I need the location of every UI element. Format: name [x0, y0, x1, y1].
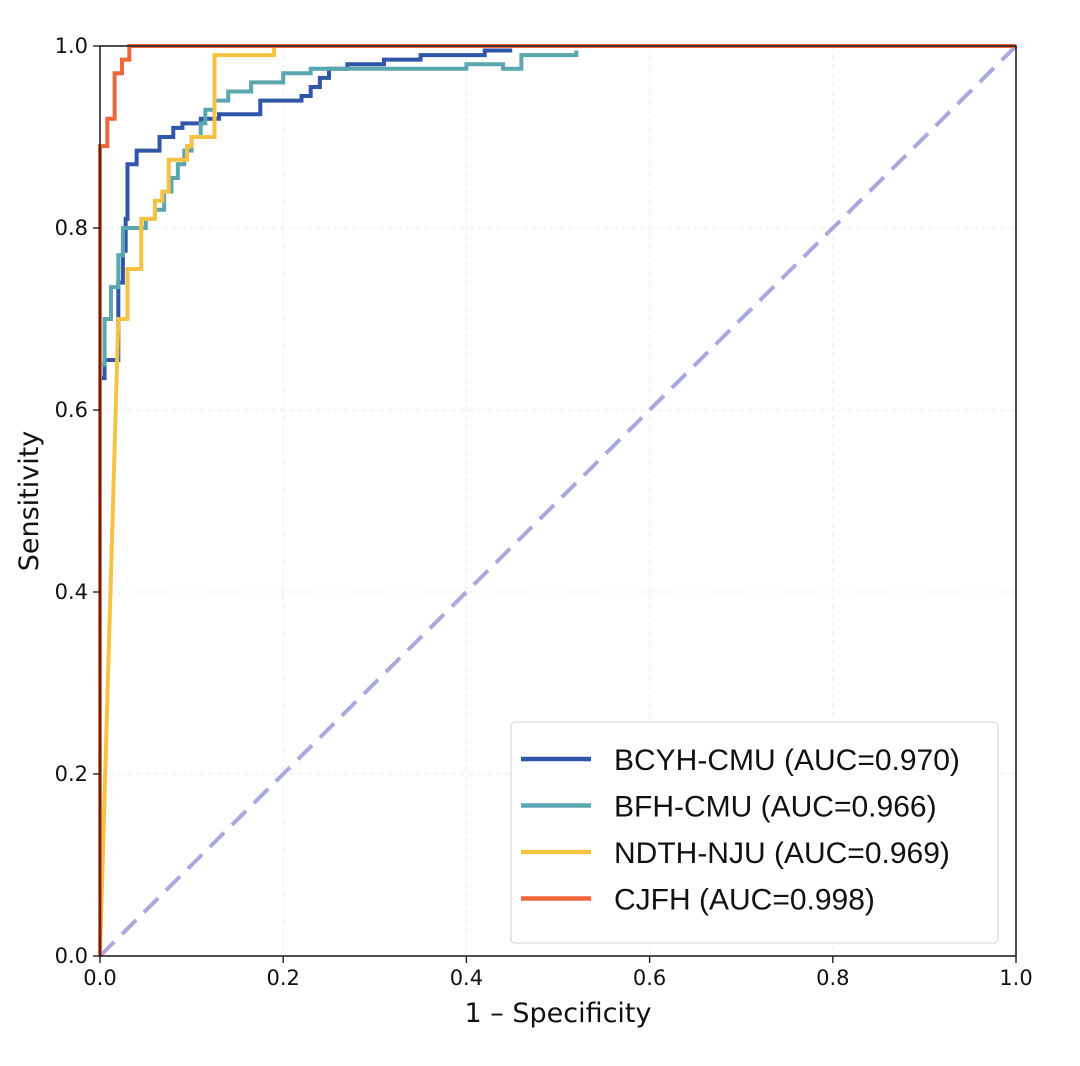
- y-tick-label-5: 1.0: [55, 34, 88, 58]
- plot-frame: [99, 45, 1017, 957]
- y-axis-label: Sensitivity: [14, 431, 45, 572]
- y-tick-label-1: 0.2: [55, 762, 88, 786]
- y-tick-label-3: 0.6: [55, 398, 88, 422]
- x-axis-label: 1 – Specificity: [465, 998, 652, 1029]
- legend-label-bfh-cmu: BFH-CMU (AUC=0.966): [614, 791, 937, 824]
- axis-ticks: 0.0 0.2 0.4 0.6 0.8 1.0 0.0 0.2 0.4 0.6 0.8 1.0: [55, 34, 1033, 990]
- y-tick-label-0: 0.0: [55, 944, 88, 968]
- legend: BCYH-CMU (AUC=0.970) BFH-CMU (AUC=0.966) N…: [510, 721, 999, 944]
- legend-label-bcyh-cmu: BCYH-CMU (AUC=0.970): [614, 744, 960, 777]
- x-tick-label-4: 0.8: [816, 966, 849, 990]
- series-layer: [98, 44, 1016, 957]
- legend-box: [510, 721, 999, 944]
- y-tick-label-4: 0.8: [55, 216, 88, 240]
- legend-label-cjfh: CJFH (AUC=0.998): [614, 884, 875, 917]
- x-tick-label-1: 0.2: [266, 966, 299, 990]
- x-tick-label-0: 0.0: [83, 966, 116, 990]
- y-tick-label-2: 0.4: [55, 580, 88, 604]
- roc-curve-ndth-nju: [98, 46, 277, 957]
- x-tick-label-3: 0.6: [633, 966, 666, 990]
- roc-curve-cjfh: [98, 44, 1016, 956]
- legend-label-ndth-nju: NDTH-NJU (AUC=0.969): [614, 837, 950, 870]
- x-tick-label-5: 1.0: [999, 966, 1032, 990]
- x-tick-label-2: 0.4: [450, 966, 483, 990]
